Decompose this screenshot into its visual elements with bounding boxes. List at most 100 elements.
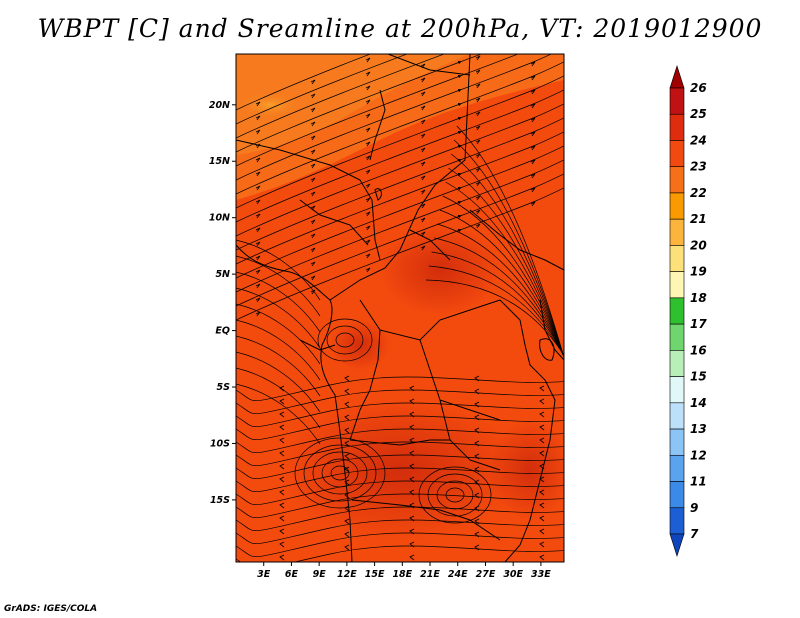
colorbar-label: 14 — [690, 396, 707, 410]
stream-arrow — [539, 398, 545, 405]
stream-arrow — [365, 183, 371, 189]
stream-arrow — [310, 289, 316, 295]
vortex-ring — [418, 466, 492, 524]
x-tick-label: 24E — [448, 569, 468, 580]
stream-arrow — [474, 453, 480, 460]
colorbar-segment — [669, 454, 685, 482]
stream-arrow — [539, 450, 545, 457]
grads-credit: GrADS: IGES/COLA — [4, 604, 98, 614]
colorbar-segment — [669, 481, 685, 509]
stream-arrow — [539, 476, 545, 483]
colorbar-segment — [669, 402, 685, 430]
stream-arrow — [279, 385, 285, 392]
stream-arrow — [475, 69, 481, 75]
colorbar-segment — [669, 350, 685, 377]
stream-arrow — [255, 171, 261, 177]
vortex-ring — [436, 480, 474, 510]
stream-arrow — [365, 267, 371, 273]
colorbar-label: 12 — [690, 448, 707, 462]
stream-arrow — [310, 121, 316, 127]
streamline — [236, 441, 564, 466]
stream-arrow — [310, 177, 316, 183]
stream-arrow — [310, 233, 316, 239]
colorbar-segment — [669, 507, 685, 535]
streamline — [236, 131, 564, 265]
stream-arrow — [475, 125, 481, 131]
y-tick-label: 10N — [209, 213, 230, 224]
streamline — [236, 467, 564, 492]
stream-arrow — [344, 440, 350, 447]
stream-arrow — [476, 14, 480, 18]
streamline — [448, 167, 564, 359]
streamline — [437, 223, 564, 358]
stream-arrow — [279, 476, 285, 483]
stream-arrow — [279, 450, 285, 457]
stream-arrow — [474, 427, 480, 434]
colorbar-bottom-arrow — [669, 533, 685, 557]
streamline — [236, 351, 321, 413]
stream-arrow — [474, 388, 480, 395]
stream-arrow — [421, 36, 425, 40]
streamline — [236, 383, 321, 445]
colorbar-label: 23 — [690, 160, 707, 174]
stream-arrow — [310, 205, 316, 211]
colorbar-label: 26 — [690, 81, 707, 95]
streamline — [236, 54, 408, 125]
stream-arrow — [279, 411, 285, 418]
colorbar-segment — [669, 245, 685, 272]
stream-arrow — [255, 283, 261, 289]
stream-arrow — [539, 554, 545, 561]
y-tick-label: 20N — [209, 100, 230, 111]
streamline — [453, 139, 564, 359]
stream-arrow — [310, 275, 316, 281]
stream-arrow — [539, 528, 545, 535]
warm-core-south — [280, 400, 520, 540]
streamline — [236, 545, 564, 562]
stream-arrow — [365, 211, 371, 217]
stream-arrow — [475, 209, 481, 215]
stream-arrow — [344, 479, 350, 486]
stream-arrow — [365, 127, 371, 133]
streamline — [236, 303, 321, 365]
streamline — [236, 173, 564, 307]
stream-arrow — [255, 101, 261, 107]
colorbar-label: 21 — [690, 212, 707, 226]
vortex-ring — [445, 487, 465, 503]
colorbar-top-arrow — [669, 65, 685, 89]
stream-arrow — [420, 203, 426, 209]
streamline — [445, 181, 564, 359]
stream-arrow — [255, 185, 261, 191]
stream-arrow — [344, 401, 350, 408]
streamline — [236, 89, 564, 223]
colorbar-segment — [669, 428, 685, 456]
stream-arrow — [255, 213, 261, 219]
colorbar-segment — [669, 166, 685, 194]
y-tick-label: 15S — [210, 495, 230, 506]
stream-arrow — [344, 414, 350, 421]
streamline — [236, 117, 564, 251]
x-tick-label: 15E — [365, 569, 385, 580]
stream-arrow — [255, 157, 261, 163]
colorbar-segment — [669, 87, 685, 115]
colorbar-segment — [669, 323, 685, 351]
stream-arrow — [531, 34, 535, 38]
stream-arrow — [420, 77, 426, 83]
stream-arrow — [255, 227, 261, 233]
stream-arrow — [279, 515, 285, 522]
stream-arrow — [365, 113, 371, 119]
stream-arrow — [255, 269, 261, 275]
stream-arrow — [475, 83, 481, 89]
stream-arrow — [279, 541, 285, 548]
colorbar-label: 11 — [690, 475, 707, 489]
stream-arrow — [476, 42, 480, 46]
stream-arrow — [475, 55, 481, 61]
streamline — [236, 54, 446, 139]
stream-arrow — [420, 133, 426, 139]
streamline — [236, 506, 564, 531]
colorbar-segment — [669, 218, 685, 246]
stream-arrow — [530, 159, 536, 165]
streamline — [442, 195, 564, 358]
stream-arrow — [365, 239, 371, 245]
y-tick-label: 5N — [215, 269, 230, 280]
stream-arrow — [474, 531, 480, 538]
